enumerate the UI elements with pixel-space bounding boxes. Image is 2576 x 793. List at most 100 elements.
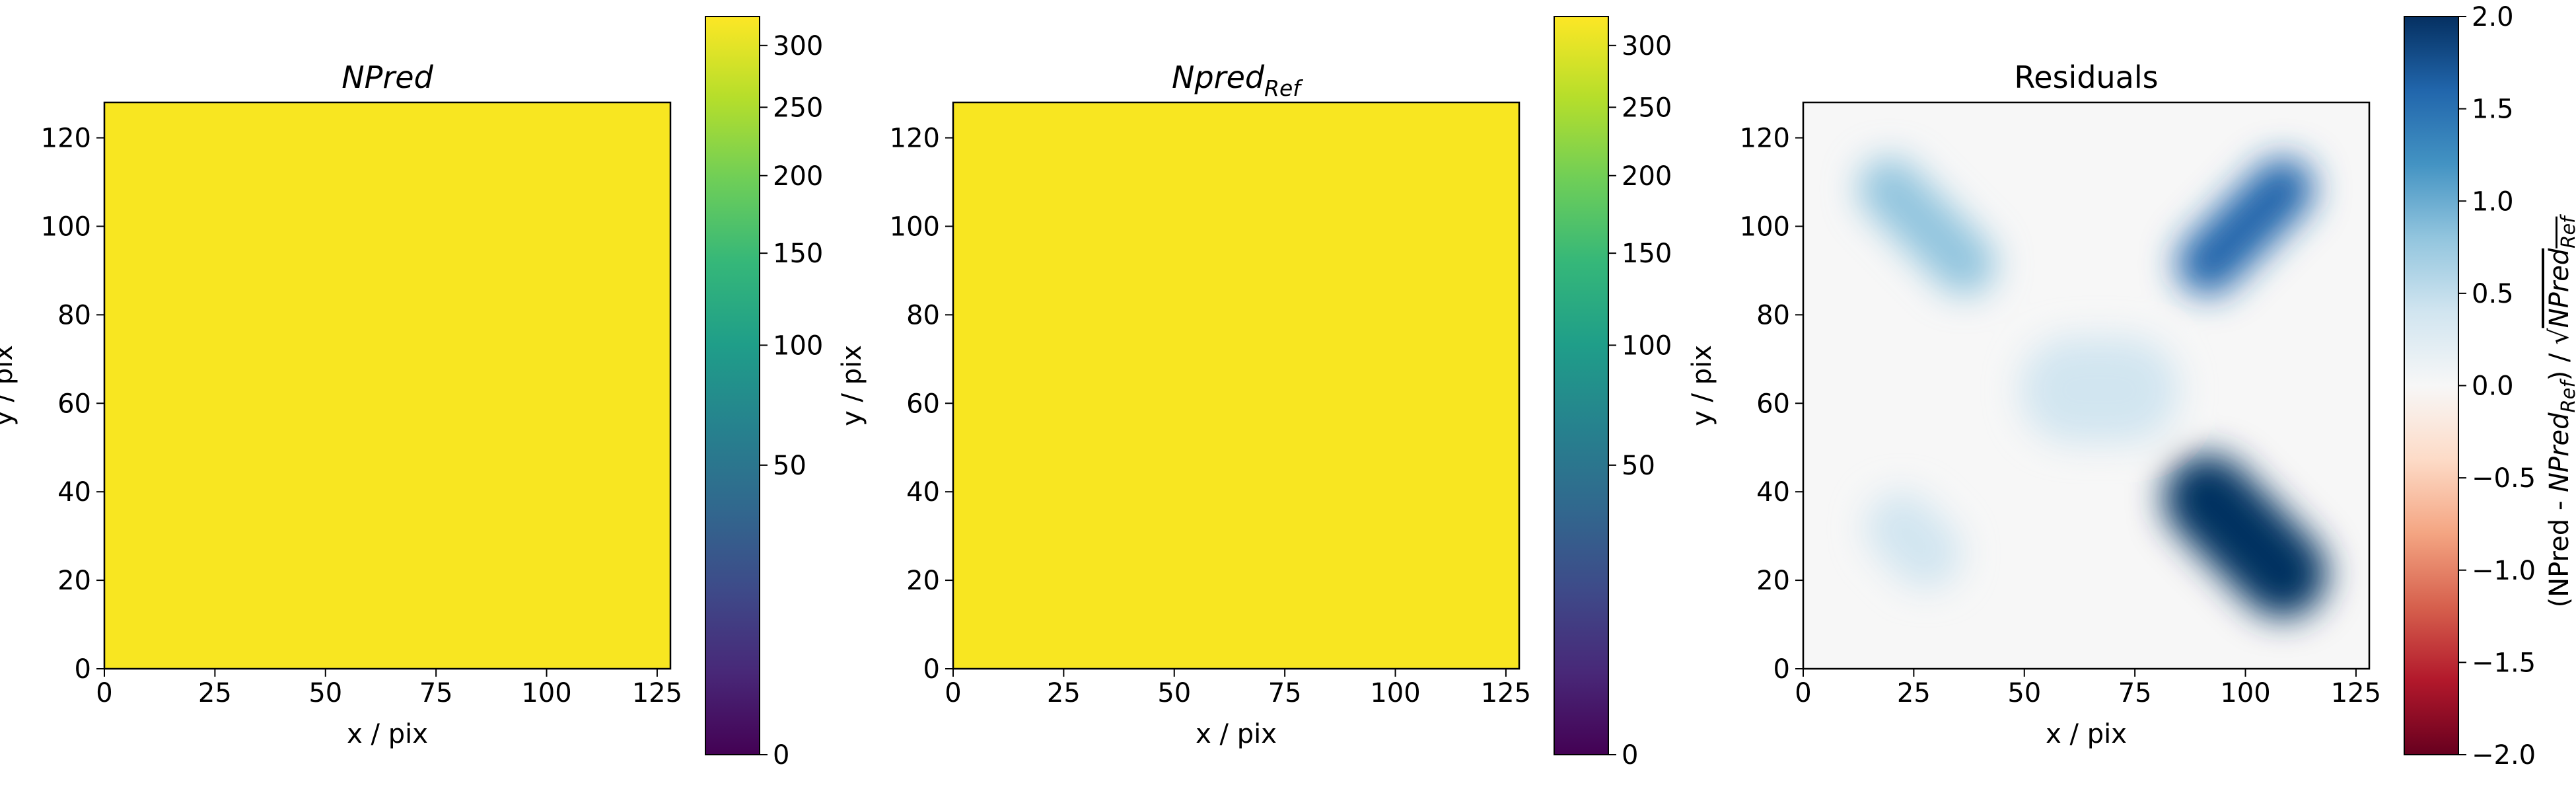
colorbar-tick-label: −0.5 [2472, 463, 2536, 494]
chart-title-subscript: Ref [1264, 75, 1303, 101]
x-tick-label: 75 [2118, 678, 2152, 708]
x-tick-label: 100 [1370, 678, 1420, 708]
y-tick-label: 80 [1756, 300, 1790, 330]
x-tick-label: 75 [419, 678, 453, 708]
colorbar-tick-label: 300 [773, 31, 823, 61]
chart-title: NPred [341, 59, 433, 95]
colorbar-tick-label: 1.5 [2472, 94, 2514, 125]
chart-title: NpredRef [1172, 59, 1303, 101]
residual-blob-1 [2176, 157, 2314, 295]
colorbar-tick-label: 250 [1622, 93, 1672, 123]
colorbar-label-part: Ref [2557, 214, 2576, 248]
x-tick-label: 0 [96, 678, 112, 708]
heatmap-image [953, 102, 1519, 669]
colorbar-label-part: ) / [2544, 345, 2575, 381]
y-tick-label: 0 [75, 654, 91, 685]
colorbar-gradient [1554, 17, 1608, 755]
colorbar-frame [1554, 16, 1609, 755]
x-tick-label: 125 [1481, 678, 1531, 708]
residual-blob-4 [1865, 492, 1962, 589]
residual-blob-3 [2020, 336, 2180, 443]
y-tick-label: 120 [890, 124, 940, 154]
colorbar-label-part: NPred [2544, 412, 2575, 492]
x-tick-label: 100 [2220, 678, 2270, 708]
colorbar-tick-label: 250 [773, 93, 823, 123]
colorbar-label-part: √ [2544, 328, 2575, 345]
x-tick-label: 50 [2007, 678, 2041, 708]
y-tick-label: 100 [41, 211, 91, 242]
y-axis-label: y / pix [1687, 345, 1717, 426]
colorbar: 0 50 100 150 200 250 300 [705, 16, 823, 771]
chart-title-main: NPred [341, 59, 433, 95]
y-tick-label: 40 [1756, 477, 1790, 508]
colorbar: −2.0 −1.5 −1.0 −0.5 0.0 0.5 1.0 1.5 2.0 (NPred - … [2404, 2, 2576, 771]
chart-title: Residuals [2014, 59, 2158, 95]
y-tick-label: 40 [57, 477, 91, 508]
x-tick-label: 125 [632, 678, 682, 708]
chart-title-main: Npred [1172, 59, 1265, 95]
y-axis-label: y / pix [0, 345, 18, 426]
colorbar-tick-label: −1.5 [2472, 648, 2536, 678]
colorbar-tick-label: 50 [1622, 451, 1655, 481]
x-axis-label: x / pix [1196, 719, 1277, 749]
residual-blob-2 [2163, 454, 2328, 618]
colorbar-tick-label: 100 [1622, 330, 1672, 361]
y-tick-label: 60 [57, 389, 91, 419]
y-tick-label: 100 [890, 211, 940, 242]
x-axis-label: x / pix [347, 719, 428, 749]
x-tick-label: 75 [1268, 678, 1302, 708]
y-tick-label: 80 [906, 300, 940, 330]
y-tick-label: 120 [41, 124, 91, 154]
colorbar-frame [705, 16, 760, 755]
colorbar-tick-label: 1.0 [2472, 186, 2514, 217]
colorbar-tick-label: 0.0 [2472, 371, 2514, 402]
colorbar-label-part: NPred [2544, 248, 2575, 328]
colorbar-tick-label: 0 [773, 740, 789, 771]
colorbar: 0 50 100 150 200 250 300 [1554, 16, 1672, 771]
colorbar-gradient [705, 17, 760, 755]
colorbar-tick-label: 200 [773, 161, 823, 192]
y-tick-label: 20 [1756, 566, 1790, 596]
x-tick-label: 25 [1047, 678, 1081, 708]
colorbar-tick-label: 0 [1622, 740, 1638, 771]
x-tick-label: 125 [2331, 678, 2381, 708]
x-tick-label: 25 [1897, 678, 1931, 708]
colorbar-tick-label: 100 [773, 330, 823, 361]
y-tick-label: 0 [923, 654, 940, 685]
y-tick-label: 20 [906, 566, 940, 596]
x-tick-label: 50 [308, 678, 342, 708]
heatmap-image [104, 102, 670, 669]
x-tick-label: 50 [1157, 678, 1191, 708]
colorbar-tick-label: −2.0 [2472, 740, 2536, 771]
axes-frame [103, 101, 672, 670]
y-tick-label: 120 [1740, 124, 1790, 154]
residual-blobs [1858, 157, 2328, 618]
x-tick-label: 0 [945, 678, 961, 708]
y-tick-label: 60 [906, 389, 940, 419]
axes-frame [1802, 101, 2371, 670]
colorbar-label: (NPred - NPredRef) / √NPredRef [2544, 214, 2576, 608]
colorbar-tick-label: −1.0 [2472, 556, 2536, 586]
colorbar-tick-label: 150 [773, 239, 823, 269]
y-tick-label: 80 [57, 300, 91, 330]
x-tick-label: 25 [198, 678, 232, 708]
x-tick-label: 100 [521, 678, 571, 708]
x-axis-label: x / pix [2046, 719, 2127, 749]
y-axis-label: y / pix [837, 345, 867, 426]
y-tick-label: 100 [1740, 211, 1790, 242]
panel-npred: NPred 0 25 50 75 100 125 x / pix 0 20 40 60 80 100 120… [0, 16, 823, 771]
panel-residuals: Residuals 0 25 50 75 100 125 x / pix 0 20 40 60 80 10… [1687, 2, 2576, 771]
colorbar-tick-label: 200 [1622, 161, 1672, 192]
y-tick-label: 20 [57, 566, 91, 596]
colorbar-label-part: Ref [2557, 379, 2576, 413]
x-tick-label: 0 [1795, 678, 1811, 708]
colorbar-tick-label: 50 [773, 451, 806, 481]
axes-frame [952, 101, 1521, 670]
colorbar-gradient [2404, 17, 2458, 755]
panel-npred-ref: NpredRef 0 25 50 75 100 125 x / pix 0 20 40 60 80 100… [837, 16, 1672, 771]
colorbar-label-part: (NPred - [2544, 492, 2575, 607]
colorbar-tick-label: 0.5 [2472, 279, 2514, 309]
chart-title-main: Residuals [2014, 59, 2158, 95]
y-tick-label: 40 [906, 477, 940, 508]
